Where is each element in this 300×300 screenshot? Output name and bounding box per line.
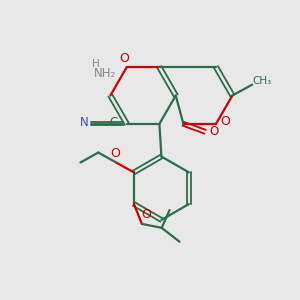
- Text: O: O: [141, 208, 151, 221]
- Text: O: O: [209, 125, 219, 138]
- Text: O: O: [220, 115, 230, 128]
- Text: H: H: [92, 59, 99, 69]
- Text: NH₂: NH₂: [94, 67, 116, 80]
- Text: C: C: [110, 116, 118, 129]
- Text: O: O: [119, 52, 129, 65]
- Text: N: N: [80, 116, 88, 129]
- Text: O: O: [110, 147, 120, 160]
- Text: CH₃: CH₃: [253, 76, 272, 85]
